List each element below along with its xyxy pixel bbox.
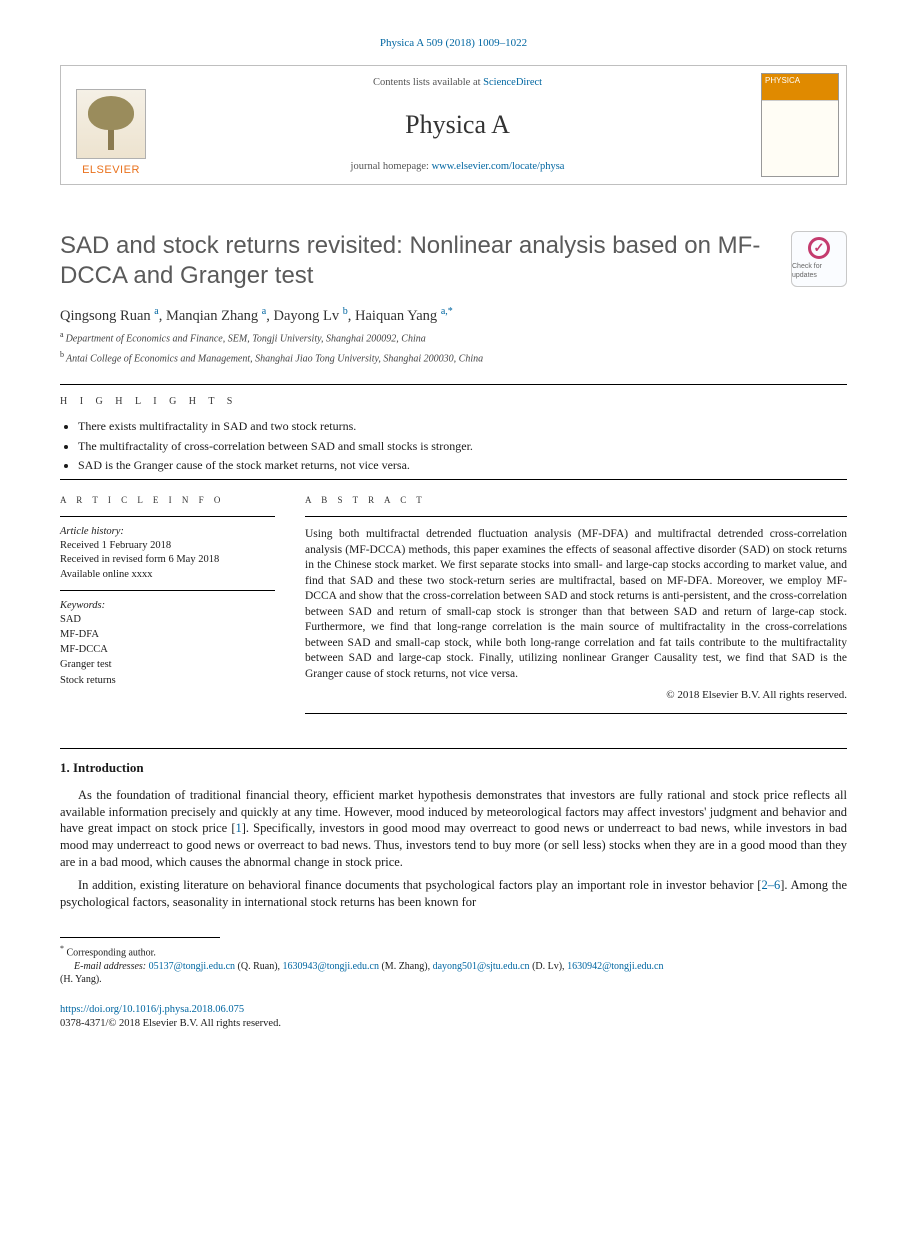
author-4-affil: a,* <box>441 306 453 317</box>
doi-link[interactable]: https://doi.org/10.1016/j.physa.2018.06.… <box>60 1004 244 1015</box>
contents-prefix: Contents lists available at <box>373 77 483 88</box>
citation-link[interactable]: 2–6 <box>761 878 780 892</box>
affiliation-b: bAntai College of Economics and Manageme… <box>60 350 847 366</box>
homepage-link[interactable]: www.elsevier.com/locate/physa <box>432 161 565 172</box>
corresponding-text: Corresponding author. <box>67 947 156 958</box>
email-link[interactable]: dayong501@sjtu.edu.cn <box>433 961 530 972</box>
journal-cover-icon: PHYSICA <box>761 73 839 177</box>
sciencedirect-link[interactable]: ScienceDirect <box>483 77 542 88</box>
affiliation-a: aDepartment of Economics and Finance, SE… <box>60 330 847 346</box>
cover-title: PHYSICA <box>762 74 838 100</box>
author-3: Dayong Lv <box>274 308 340 324</box>
keyword: Granger test <box>60 658 275 672</box>
highlight-item: There exists multifractality in SAD and … <box>78 418 847 434</box>
intro-paragraph: As the foundation of traditional financi… <box>60 787 847 871</box>
email-name: (H. Yang). <box>60 974 102 985</box>
cover-thumb-block: PHYSICA <box>754 66 846 184</box>
author-1-affil: a <box>154 306 158 317</box>
article-title: SAD and stock returns revisited: Nonline… <box>60 231 777 291</box>
email-link[interactable]: 1630943@tongji.edu.cn <box>283 961 379 972</box>
contents-list-line: Contents lists available at ScienceDirec… <box>169 76 746 90</box>
homepage-prefix: journal homepage: <box>351 161 432 172</box>
article-info-label: a r t i c l e i n f o <box>60 494 275 506</box>
journal-name: Physica A <box>169 107 746 142</box>
author-2: Manqian Zhang <box>166 308 258 324</box>
affiliation-a-text: Department of Economics and Finance, SEM… <box>66 334 426 345</box>
email-name: (Q. Ruan), <box>238 961 283 972</box>
page-footer: * Corresponding author. E-mail addresses… <box>60 937 847 1031</box>
author-2-affil: a <box>262 306 266 317</box>
introduction-section: 1. Introduction As the foundation of tra… <box>60 759 847 911</box>
highlight-item: The multifractality of cross-correlation… <box>78 438 847 454</box>
affiliation-b-text: Antai College of Economics and Managemen… <box>66 353 483 364</box>
check-updates-badge[interactable]: Check for updates <box>791 231 847 287</box>
keyword: SAD <box>60 613 275 627</box>
abstract-copyright: © 2018 Elsevier B.V. All rights reserved… <box>305 688 847 703</box>
history-head: Article history: <box>60 526 124 537</box>
check-updates-label: Check for updates <box>792 262 846 281</box>
corresponding-note: * Corresponding author. <box>60 944 847 960</box>
article-info-column: a r t i c l e i n f o Article history: R… <box>60 494 275 714</box>
highlights-block: There exists multifractality in SAD and … <box>60 418 847 473</box>
history-item: Available online xxxx <box>60 568 275 582</box>
author-4: Haiquan Yang <box>355 308 437 324</box>
intro-text: In addition, existing literature on beha… <box>78 878 761 892</box>
keyword: MF-DCCA <box>60 643 275 657</box>
author-3-affil: b <box>343 306 348 317</box>
author-line: Qingsong Ruan a, Manqian Zhang a, Dayong… <box>60 305 847 326</box>
citation-line: Physica A 509 (2018) 1009–1022 <box>60 36 847 51</box>
emails-line-2: (H. Yang). <box>60 973 847 987</box>
section-heading: 1. Introduction <box>60 759 847 777</box>
emails-line: E-mail addresses: 05137@tongji.edu.cn (Q… <box>60 960 847 974</box>
history-item: Received in revised form 6 May 2018 <box>60 553 275 567</box>
keyword: MF-DFA <box>60 628 275 642</box>
abstract-label: a b s t r a c t <box>305 494 847 506</box>
email-link[interactable]: 05137@tongji.edu.cn <box>149 961 235 972</box>
email-link[interactable]: 1630942@tongji.edu.cn <box>567 961 663 972</box>
history-item: Received 1 February 2018 <box>60 539 275 553</box>
highlight-item: SAD is the Granger cause of the stock ma… <box>78 457 847 473</box>
elsevier-tree-icon <box>76 89 146 159</box>
author-1: Qingsong Ruan <box>60 308 151 324</box>
highlights-label: h i g h l i g h t s <box>60 395 847 409</box>
issn-copyright: 0378-4371/© 2018 Elsevier B.V. All right… <box>60 1018 281 1029</box>
abstract-body: Using both multifractal detrended fluctu… <box>305 527 847 682</box>
publisher-logo-block: ELSEVIER <box>61 66 161 184</box>
checkmark-icon <box>808 237 830 259</box>
keyword: Stock returns <box>60 674 275 688</box>
homepage-line: journal homepage: www.elsevier.com/locat… <box>169 160 746 174</box>
doi-block: https://doi.org/10.1016/j.physa.2018.06.… <box>60 1003 847 1031</box>
keywords-head: Keywords: <box>60 600 105 611</box>
intro-paragraph: In addition, existing literature on beha… <box>60 877 847 911</box>
email-name: (M. Zhang), <box>381 961 432 972</box>
abstract-column: a b s t r a c t Using both multifractal … <box>305 494 847 714</box>
email-name: (D. Lv), <box>532 961 567 972</box>
emails-label: E-mail addresses: <box>74 961 146 972</box>
masthead: ELSEVIER Contents lists available at Sci… <box>60 65 847 185</box>
publisher-name: ELSEVIER <box>82 163 140 178</box>
masthead-center: Contents lists available at ScienceDirec… <box>161 66 754 184</box>
